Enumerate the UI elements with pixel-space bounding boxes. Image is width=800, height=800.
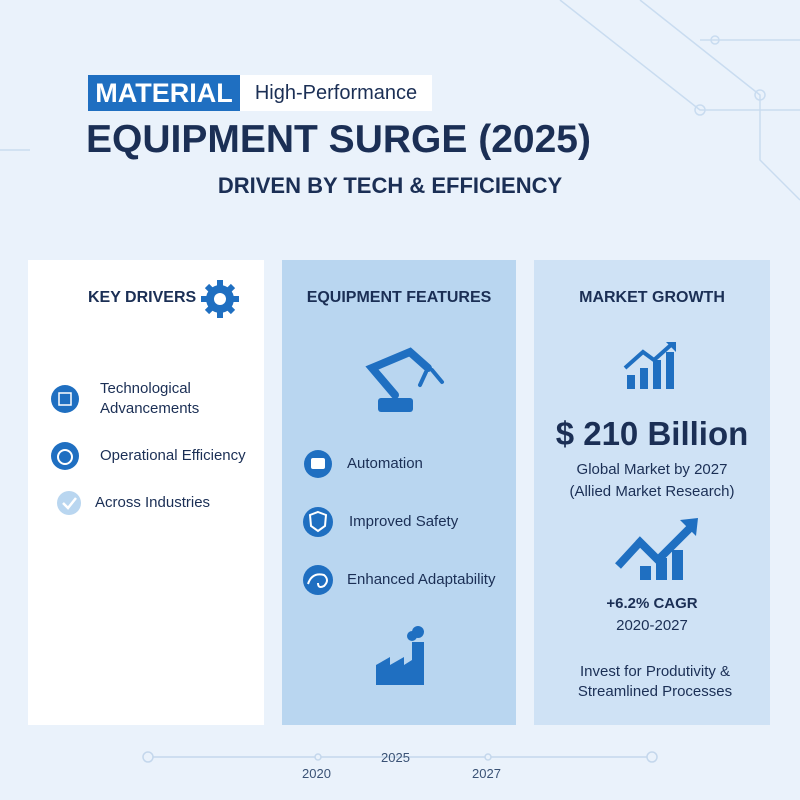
timeline <box>142 751 658 763</box>
panel-title: EQUIPMENT FEATURES <box>306 289 492 306</box>
timeline-label: 2025 <box>381 750 410 765</box>
market-caption: Global Market by 2027 <box>576 461 728 478</box>
header-tag: MATERIAL <box>95 78 233 108</box>
timeline-label: 2020 <box>302 766 331 781</box>
stopwatch-icon <box>51 442 79 470</box>
cagr: +6.2% CAGR <box>606 595 698 612</box>
check-mark <box>62 497 77 510</box>
market-source: (Allied Market Research) <box>569 483 735 500</box>
feature-item: Automation <box>347 455 423 472</box>
driver-item: Operational Efficiency <box>100 447 246 464</box>
panel-equipment-features <box>282 260 516 725</box>
timeline-label: 2027 <box>472 766 501 781</box>
market-note: Invest for Produtivity & Streamlined Pro… <box>577 663 733 700</box>
panel-title: MARKET GROWTH <box>579 289 725 306</box>
shield-shape <box>308 510 328 533</box>
header-tag-suffix: High-Performance <box>254 82 418 104</box>
feature-item: Improved Safety <box>349 513 459 530</box>
robot-base <box>378 398 413 412</box>
growth-chart-icon <box>615 518 698 580</box>
growth-icon <box>623 342 676 389</box>
tag-box <box>88 75 240 111</box>
tag-suffix-box <box>240 75 432 111</box>
stopwatch-face <box>57 449 73 465</box>
robot-face <box>311 458 325 469</box>
panel-market-growth <box>534 260 770 725</box>
chip-icon <box>51 385 79 413</box>
header-title: EQUIPMENT SURGE (2025) <box>86 118 591 161</box>
header-subtitle: DRIVEN BY TECH & EFFICIENCY <box>217 173 563 198</box>
robot-arm-icon <box>365 347 444 399</box>
chameleon-shape <box>307 573 328 588</box>
gear-icon <box>201 280 239 318</box>
driver-item: Technological Advancements <box>100 380 200 417</box>
cagr-period: 2020-2027 <box>616 617 688 634</box>
feature-item: Enhanced Adaptability <box>347 571 496 588</box>
check-icon <box>57 491 81 515</box>
chip-icon-inner <box>58 392 72 406</box>
market-value: $ 210 Billion <box>555 415 749 452</box>
chameleon-icon <box>303 565 333 595</box>
factory-icon <box>376 626 424 685</box>
driver-item: Across Industries <box>95 494 211 511</box>
panel-title: KEY DRIVERS <box>88 289 197 306</box>
